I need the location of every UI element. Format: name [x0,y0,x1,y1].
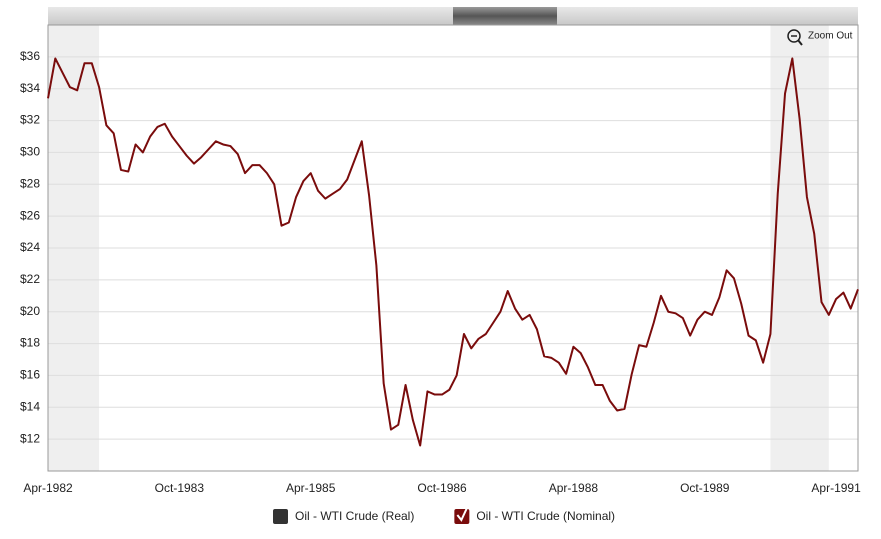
x-tick-label: Apr-1988 [549,481,599,495]
zoom-out-label: Zoom Out [808,31,853,42]
y-tick-label: $28 [20,176,40,190]
x-tick-label: Apr-1985 [286,481,336,495]
legend-check [456,504,470,522]
legend-swatch [454,509,470,524]
x-tick-label: Oct-1989 [680,481,730,495]
scrollbar-thumb[interactable] [453,7,557,25]
legend-item[interactable]: Oil - WTI Crude (Real) [273,509,414,524]
y-tick-label: $26 [20,208,40,222]
y-tick-label: $16 [20,368,40,382]
y-tick-label: $22 [20,272,40,286]
y-tick-label: $12 [20,431,40,445]
series-line [47,57,859,447]
y-tick-label: $30 [20,145,40,159]
legend-label: Oil - WTI Crude (Nominal) [476,509,615,523]
y-tick-label: $20 [20,304,40,318]
zoom-icon-handle [797,39,803,46]
y-tick-label: $24 [20,240,40,254]
x-tick-label: Oct-1983 [155,481,205,495]
y-tick-label: $32 [20,113,40,127]
zoom-out-button[interactable]: Zoom Out [787,29,853,46]
x-tick-label: Apr-1982 [23,481,73,495]
zoom-icon [787,29,801,43]
plot-border [47,24,859,472]
y-tick-label: $34 [20,81,40,95]
legend-item[interactable]: Oil - WTI Crude (Nominal) [454,504,615,524]
x-tick-label: Apr-1991 [811,481,861,495]
legend-label: Oil - WTI Crude (Real) [295,509,414,523]
y-tick-label: $14 [20,399,40,413]
y-tick-label: $36 [20,49,40,63]
y-tick-label: $18 [20,336,40,350]
legend-swatch [273,509,288,524]
x-tick-label: Oct-1986 [417,481,467,495]
